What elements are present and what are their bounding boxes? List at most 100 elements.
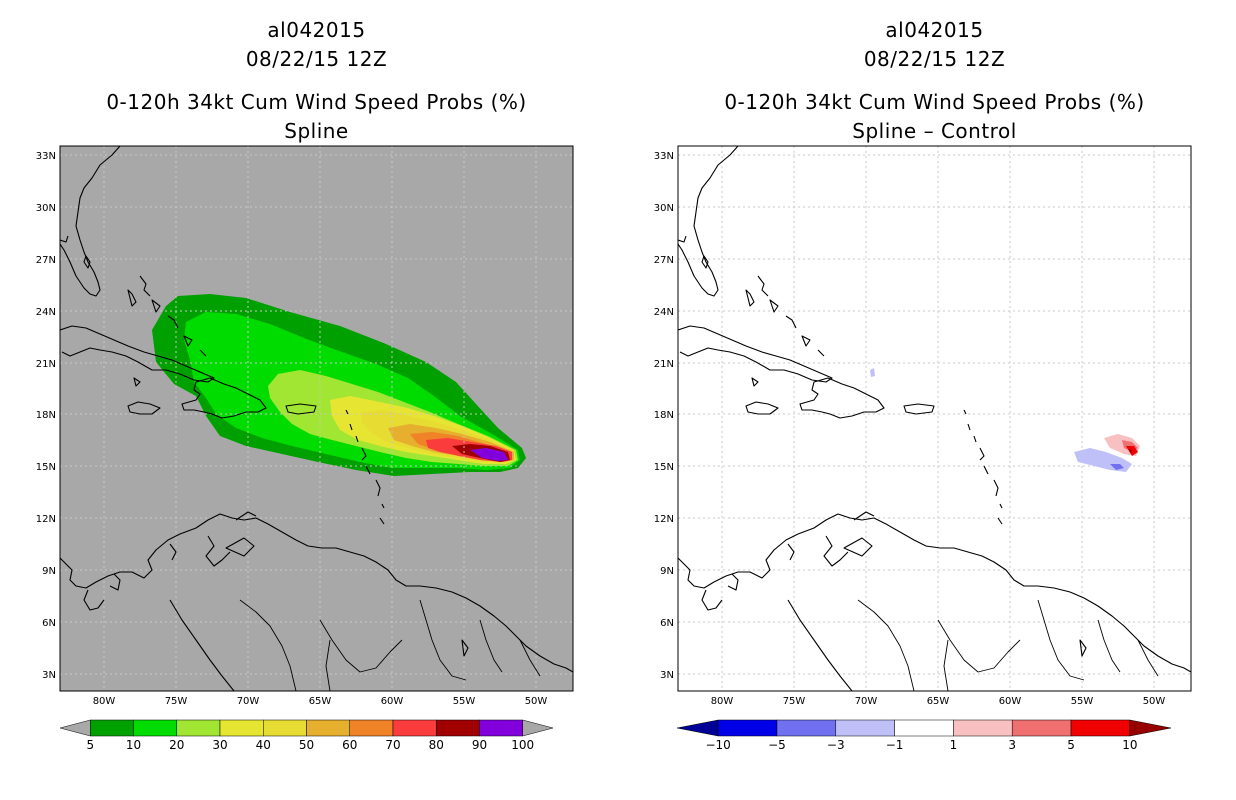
colorbar-swatch bbox=[435, 719, 480, 737]
diff-positive-10 bbox=[1128, 449, 1132, 453]
colorbar-label: −10 bbox=[705, 738, 731, 752]
colorbar-label: 1 bbox=[949, 738, 958, 752]
right-lat-labels: 33N 30N 27N 24N 21N 18N 15N 12N 9N 6N 3N bbox=[654, 151, 674, 681]
lon-label: 50W bbox=[525, 696, 548, 707]
colorbar-swatch bbox=[176, 719, 221, 737]
lat-label: 27N bbox=[36, 255, 56, 266]
left-product-title: 0-120h 34kt Cum Wind Speed Probs (%) bbox=[106, 90, 527, 114]
colorbar-swatch bbox=[263, 719, 307, 737]
lon-label: 70W bbox=[237, 696, 260, 707]
colorbar-right-arrow bbox=[1129, 719, 1172, 737]
colorbar-label: 5 bbox=[1067, 738, 1075, 752]
left-datetime: 08/22/15 12Z bbox=[245, 47, 388, 71]
contour-90 bbox=[470, 448, 508, 461]
right-gridlines bbox=[678, 146, 1191, 691]
colorbar-label: 5 bbox=[86, 738, 95, 752]
right-product-title: 0-120h 34kt Cum Wind Speed Probs (%) bbox=[724, 90, 1145, 114]
right-map-background bbox=[678, 146, 1191, 691]
left-map-frame bbox=[59, 145, 574, 692]
lon-label: 55W bbox=[453, 696, 476, 707]
lat-label: 9N bbox=[42, 566, 56, 577]
colorbar-swatch bbox=[90, 719, 134, 737]
lat-label: 12N bbox=[36, 514, 56, 525]
colorbar-swatch bbox=[479, 719, 523, 737]
lon-label: 70W bbox=[855, 696, 878, 707]
right-datetime: 08/22/15 12Z bbox=[863, 47, 1006, 71]
lat-label: 33N bbox=[36, 151, 56, 162]
lat-label: 18N bbox=[36, 410, 56, 421]
colorbar-label: 3 bbox=[1008, 738, 1017, 752]
colorbar-left-arrow bbox=[676, 719, 719, 737]
colorbar-label: 100 bbox=[511, 738, 535, 752]
lat-label: 24N bbox=[654, 307, 674, 318]
colorbar-label: −1 bbox=[885, 738, 904, 752]
lon-label: 75W bbox=[783, 696, 806, 707]
lon-label: 80W bbox=[711, 696, 734, 707]
colorbar-label: 50 bbox=[298, 738, 315, 752]
colorbar-swatch bbox=[219, 719, 264, 737]
lat-label: 3N bbox=[660, 670, 674, 681]
colorbar-swatch bbox=[349, 719, 394, 737]
lat-label: 27N bbox=[654, 255, 674, 266]
lat-label: 15N bbox=[654, 462, 674, 473]
lat-label: 3N bbox=[42, 670, 56, 681]
colorbar-swatch bbox=[835, 719, 895, 737]
lat-label: 24N bbox=[36, 307, 56, 318]
colorbar-label: 80 bbox=[428, 738, 444, 752]
colorbar-label: 20 bbox=[169, 738, 185, 752]
left-lat-labels: 33N 30N 27N 24N 21N 18N 15N 12N 9N 6N 3N bbox=[36, 151, 56, 681]
diff-positive-5 bbox=[1126, 446, 1138, 456]
lat-label: 18N bbox=[654, 410, 674, 421]
lat-label: 30N bbox=[654, 203, 674, 214]
colorbar-label: 60 bbox=[342, 738, 358, 752]
colorbar-label: 40 bbox=[255, 738, 271, 752]
colorbar-right-arrow bbox=[522, 719, 554, 737]
lat-label: 15N bbox=[36, 462, 56, 473]
colorbar-swatch bbox=[717, 719, 778, 737]
right-map-frame bbox=[677, 145, 1192, 692]
lat-label: 30N bbox=[36, 203, 56, 214]
lon-label: 60W bbox=[381, 696, 404, 707]
lat-label: 21N bbox=[36, 359, 56, 370]
lat-label: 6N bbox=[660, 618, 674, 629]
left-storm-id: al042015 bbox=[267, 18, 366, 42]
colorbar-label: 70 bbox=[385, 738, 401, 752]
lon-label: 60W bbox=[999, 696, 1022, 707]
lon-label: 75W bbox=[165, 696, 188, 707]
lat-label: 6N bbox=[42, 618, 56, 629]
left-colorbar bbox=[59, 719, 554, 737]
diff-negative-small bbox=[870, 368, 875, 377]
right-subtitle: Spline – Control bbox=[852, 119, 1017, 143]
right-difference-contours bbox=[678, 146, 1191, 691]
right-lon-labels: 80W 75W 70W 65W 60W 55W 50W bbox=[711, 696, 1166, 707]
colorbar-swatch bbox=[776, 719, 837, 737]
colorbar-label: 10 bbox=[125, 738, 142, 752]
lon-label: 65W bbox=[309, 696, 332, 707]
colorbar-swatch bbox=[306, 719, 350, 737]
colorbar-swatch bbox=[133, 719, 178, 737]
left-gridlines bbox=[60, 146, 573, 691]
colorbar-label: −3 bbox=[826, 738, 845, 752]
left-lon-labels: 80W 75W 70W 65W 60W 55W 50W bbox=[93, 696, 548, 707]
colorbar-left-arrow bbox=[59, 719, 91, 737]
colorbar-swatch bbox=[1011, 719, 1072, 737]
colorbar-swatch bbox=[894, 719, 954, 737]
lat-label: 21N bbox=[654, 359, 674, 370]
lon-label: 80W bbox=[93, 696, 116, 707]
colorbar-label: 10 bbox=[1122, 738, 1138, 752]
colorbar-label: 30 bbox=[212, 738, 228, 752]
axis-labels: 33N 30N 27N 24N 21N 18N 15N 12N 9N 6N 3N… bbox=[36, 151, 1166, 707]
lon-label: 65W bbox=[927, 696, 950, 707]
colorbar-label: 90 bbox=[471, 738, 488, 752]
lon-label: 50W bbox=[1143, 696, 1166, 707]
diff-negative-3 bbox=[1110, 464, 1124, 470]
lat-label: 12N bbox=[654, 514, 674, 525]
colorbar-swatch bbox=[1070, 719, 1131, 737]
left-probability-contours bbox=[60, 146, 573, 691]
right-colorbar bbox=[676, 719, 1172, 737]
lat-label: 33N bbox=[654, 151, 674, 162]
colorbar-swatch bbox=[953, 719, 1013, 737]
colorbar-label: −5 bbox=[768, 738, 786, 752]
colorbar-swatch bbox=[392, 719, 437, 737]
